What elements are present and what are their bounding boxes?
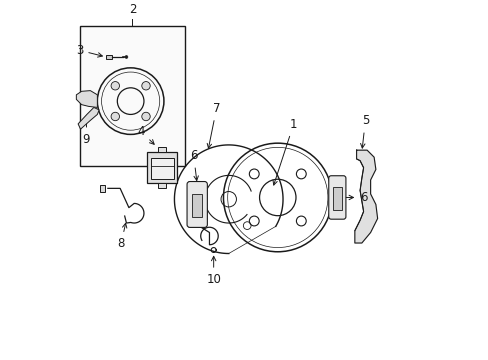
Circle shape bbox=[142, 82, 150, 90]
Bar bbox=[158, 184, 166, 188]
Polygon shape bbox=[78, 107, 99, 129]
Text: 4: 4 bbox=[137, 125, 154, 144]
Text: 8: 8 bbox=[117, 223, 126, 250]
Bar bbox=[332, 187, 341, 211]
Circle shape bbox=[142, 112, 150, 121]
Bar bbox=[100, 185, 105, 192]
Text: 10: 10 bbox=[206, 256, 221, 286]
Circle shape bbox=[111, 112, 119, 121]
Bar bbox=[106, 55, 112, 59]
Bar bbox=[158, 147, 166, 152]
Text: 2: 2 bbox=[128, 3, 136, 16]
Polygon shape bbox=[76, 91, 97, 107]
Text: 9: 9 bbox=[82, 116, 90, 146]
Text: 1: 1 bbox=[272, 118, 297, 185]
Text: 5: 5 bbox=[360, 114, 368, 148]
Polygon shape bbox=[354, 150, 377, 243]
Circle shape bbox=[125, 55, 127, 58]
Bar bbox=[150, 158, 173, 179]
Bar bbox=[192, 196, 198, 203]
Bar bbox=[147, 152, 177, 184]
FancyBboxPatch shape bbox=[187, 181, 207, 228]
FancyBboxPatch shape bbox=[328, 176, 345, 219]
Circle shape bbox=[111, 82, 119, 90]
Bar bbox=[80, 26, 184, 166]
Text: 7: 7 bbox=[207, 102, 220, 148]
Bar bbox=[192, 194, 202, 217]
Text: 3: 3 bbox=[76, 44, 102, 57]
Text: 6: 6 bbox=[346, 191, 367, 204]
Text: 6: 6 bbox=[189, 149, 198, 180]
